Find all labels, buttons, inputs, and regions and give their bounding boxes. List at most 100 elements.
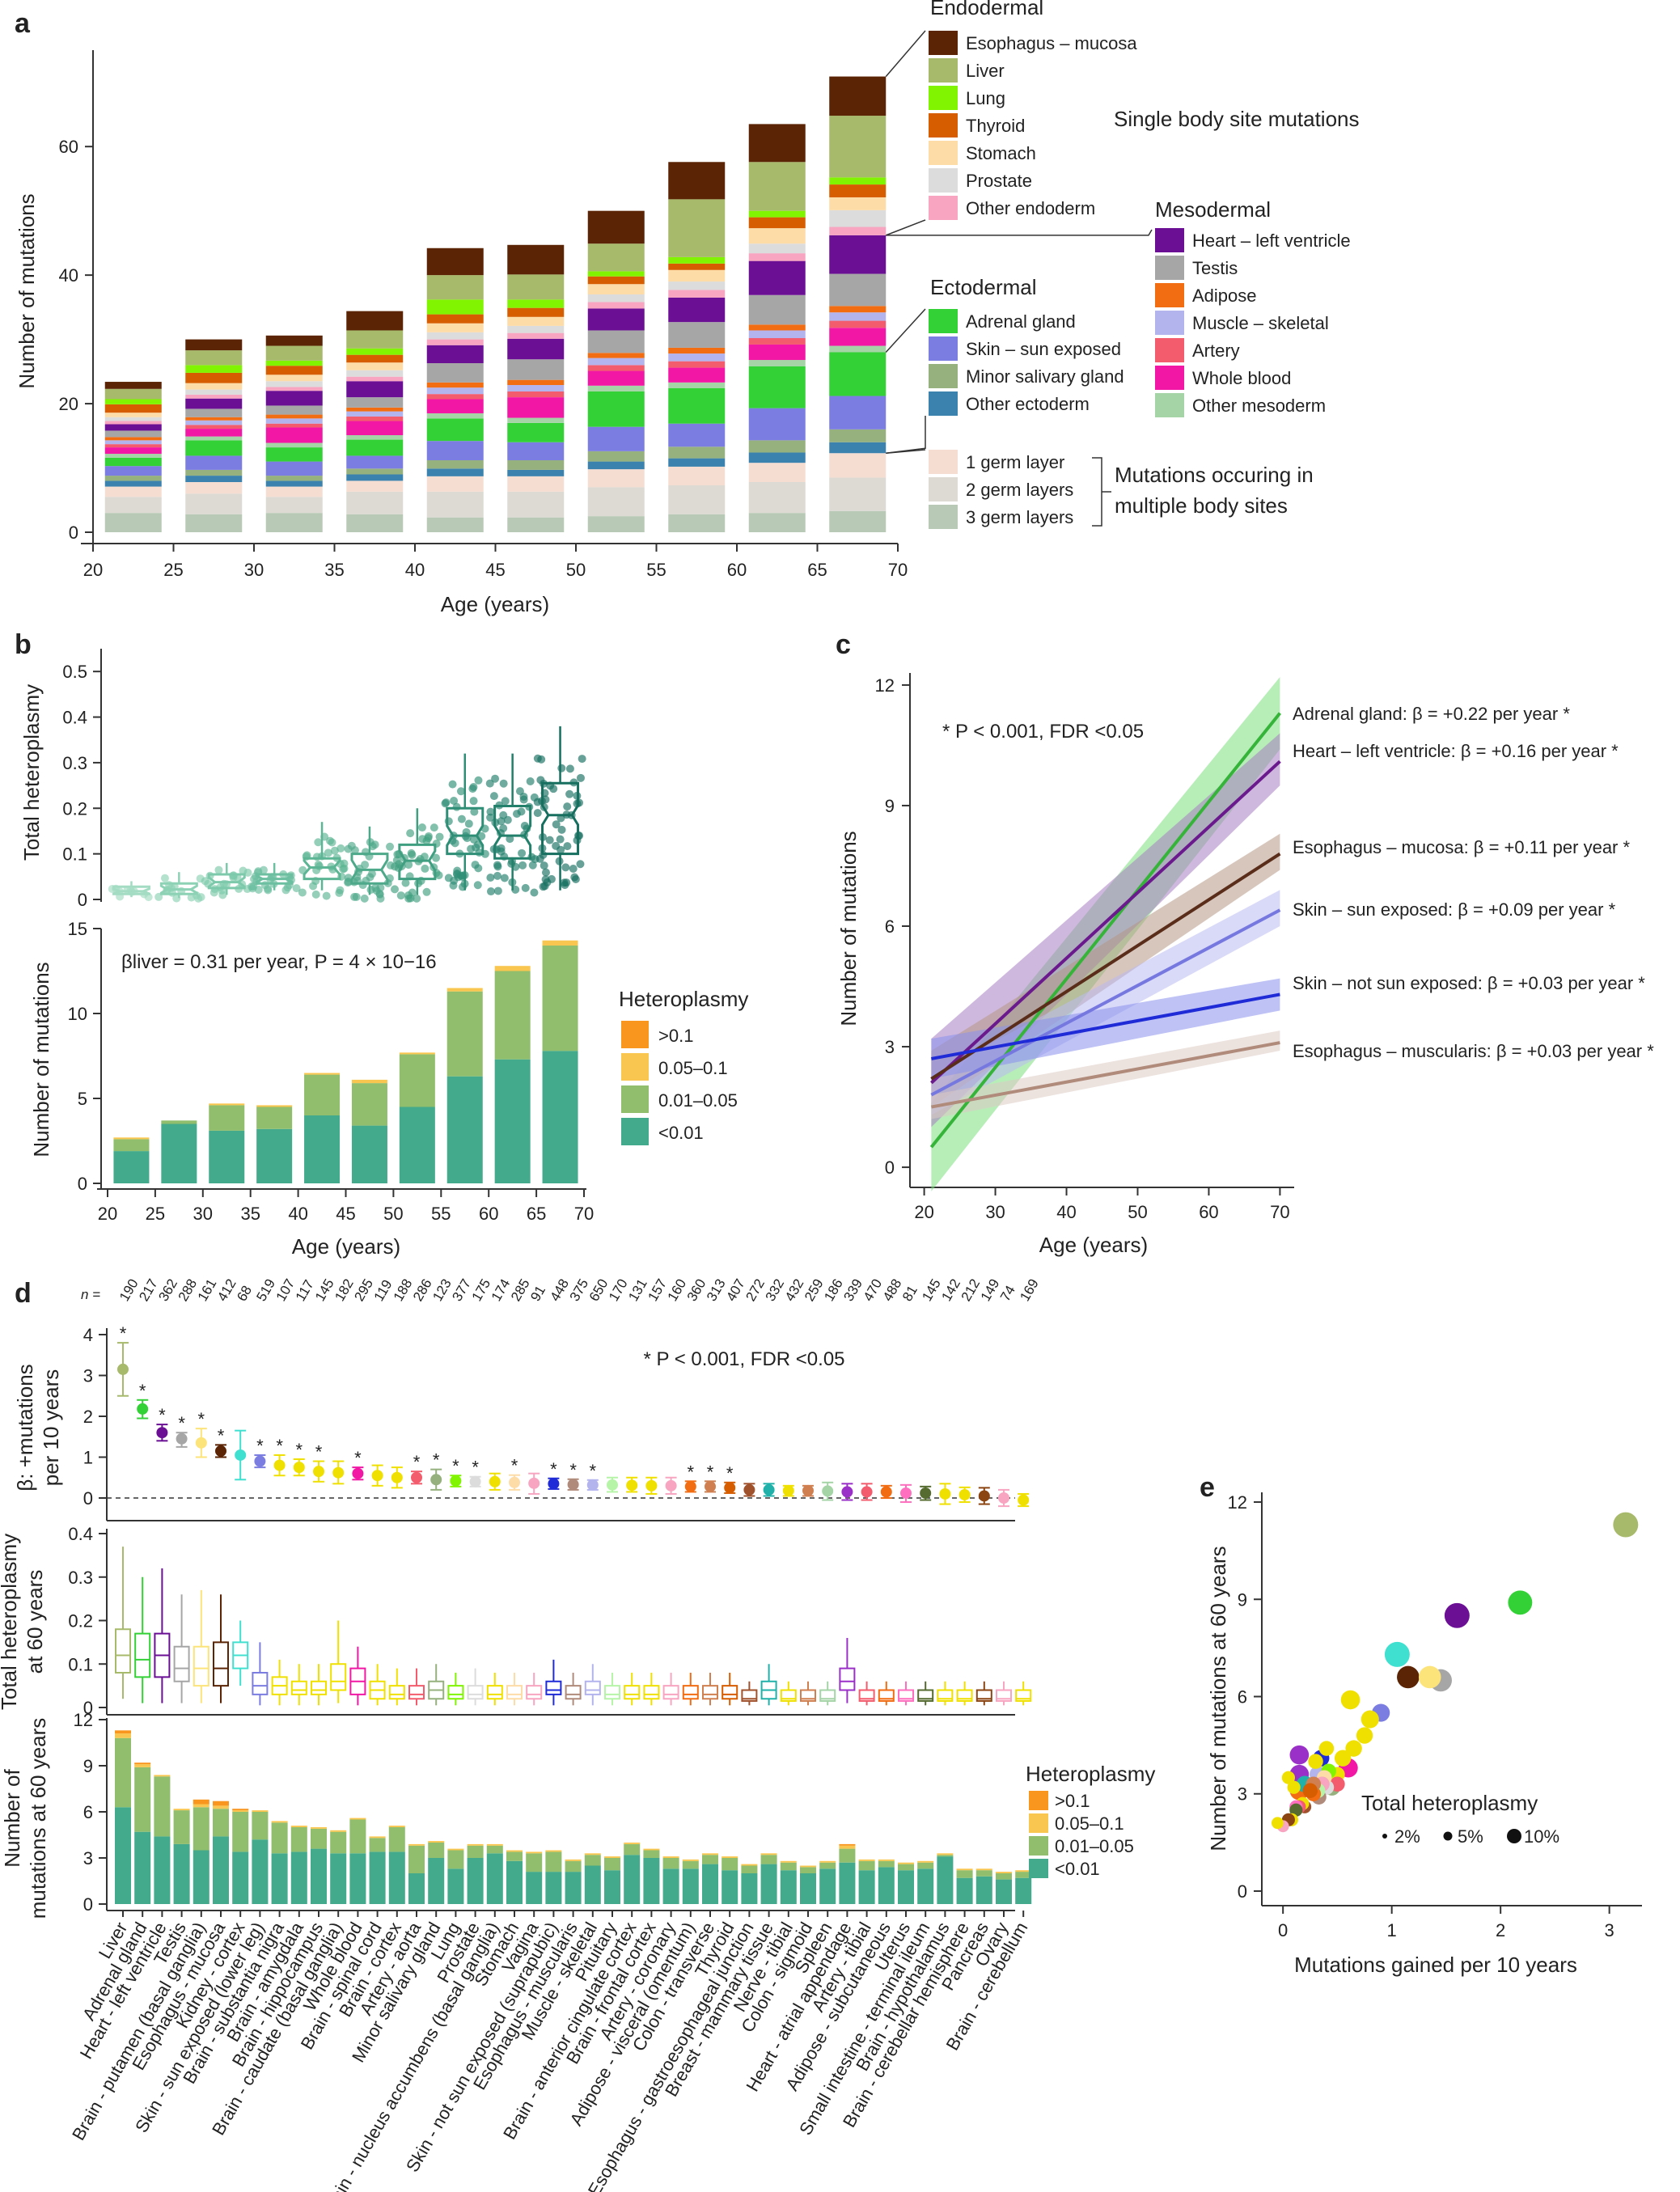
y-tick-label: 9 — [885, 796, 895, 816]
bar-segment-whole-blood — [587, 370, 645, 386]
beta-point — [215, 1445, 226, 1457]
jitter-point — [486, 887, 495, 896]
bar-segment-3-germ-layers — [829, 510, 887, 532]
bar-segment-whole-blood — [829, 328, 887, 346]
bar-segment-esophagus-mucosa — [185, 339, 243, 351]
panel-label-c: c — [836, 629, 851, 660]
bar-segment-other-endoderm — [829, 226, 887, 235]
bar-segment-muscle-skeletal — [346, 411, 404, 417]
scatter-point — [1384, 1641, 1410, 1667]
legend-label-0-1: >0.1 — [1055, 1791, 1090, 1811]
beta-point — [528, 1477, 540, 1489]
beta-point — [665, 1479, 677, 1492]
bar-segment-heart-left-ventricle — [185, 398, 243, 409]
mut-bar-segment-0-01-0-05 — [604, 1858, 620, 1871]
het-box — [290, 1680, 307, 1695]
bar-segment-testis — [185, 408, 243, 417]
jitter-point — [322, 891, 331, 900]
significance-star: * — [472, 1458, 479, 1478]
significance-star: * — [726, 1463, 734, 1483]
bar-segment-prostate — [104, 417, 162, 421]
jitter-point — [499, 823, 508, 832]
mut-bar-segment-lt-0-01 — [467, 1858, 484, 1904]
legend-swatch-esophagus-mucosa — [929, 31, 958, 55]
bar-segment-1-germ-layer — [748, 463, 806, 483]
mut-bar-segment-0-01-0-05 — [584, 1855, 601, 1866]
legend-swatch-2-germ-layers — [929, 477, 958, 501]
bar-segment-other-endoderm — [587, 302, 645, 309]
beta-y-tick-label: 0 — [83, 1488, 93, 1509]
beta-point — [548, 1478, 560, 1490]
bar-segment-thyroid — [668, 263, 726, 270]
bar-segment-whole-blood — [346, 421, 404, 436]
bar-segment-adrenal-gland — [587, 391, 645, 427]
jitter-point — [469, 782, 478, 791]
legend-swatch-other-endoderm — [929, 196, 958, 220]
bar-segment-muscle-skeletal — [426, 387, 484, 395]
y-tick-label: 6 — [885, 916, 895, 937]
het-box — [213, 1641, 229, 1687]
notched-box — [159, 882, 198, 895]
legend-label-lung: Lung — [966, 88, 1005, 108]
bar-segment-minor-salivary-gland — [507, 459, 565, 470]
jitter-point — [344, 874, 353, 882]
bar-segment-0-05-0-1 — [446, 988, 483, 992]
jitter-point — [420, 853, 429, 861]
jitter-point — [401, 878, 410, 887]
bar-segment-other-ectoderm — [104, 480, 162, 487]
het-y-tick-label: 0 — [83, 1698, 93, 1718]
mut-bar-segment-0-01-0-05 — [878, 1860, 895, 1868]
line-label-skin-sun-exposed: Skin – sun exposed: β = +0.09 per year * — [1293, 899, 1616, 920]
mut-bar-segment-0-01-0-05 — [115, 1737, 131, 1808]
scatter-point — [1289, 1745, 1310, 1765]
bar-segment-other-mesoderm — [829, 345, 887, 353]
y-tick-label: 0 — [885, 1157, 895, 1178]
significance-star: * — [198, 1409, 205, 1429]
bar-segment-skin-sun-exposed — [104, 466, 162, 476]
bar-segment-whole-blood — [507, 397, 565, 418]
bar-segment-skin-sun-exposed — [346, 455, 404, 469]
y-tick-label: 0 — [69, 523, 78, 543]
jitter-point — [557, 764, 566, 772]
het-box — [252, 1672, 269, 1695]
bar-segment-thyroid — [748, 217, 806, 229]
bar-segment-lung — [748, 210, 806, 218]
mut-bar-segment-lt-0-01 — [702, 1864, 718, 1904]
panel-b-liver-stacked-bar-chart: 0 5 10 15 20 25 30 35 40 45 50 55 60 65 70 Age (years) N… — [29, 919, 748, 1259]
legend-label-stomach: Stomach — [966, 143, 1036, 163]
mut-bar-segment-0-01-0-05 — [662, 1858, 679, 1869]
legend-swatch-0-05-0-1 — [621, 1053, 649, 1081]
bar-segment-3-germ-layers — [587, 516, 645, 532]
beta-point — [352, 1467, 364, 1479]
mut-bar-segment-0-01-0-05 — [330, 1831, 347, 1854]
bar-segment-thyroid — [829, 184, 887, 197]
bar-segment-1-germ-layer — [668, 466, 726, 485]
legend-label-thyroid: Thyroid — [966, 116, 1025, 136]
bar-segment-artery — [507, 391, 565, 398]
legend-label-0-05-0-1: 0.05–0.1 — [658, 1058, 728, 1078]
bar-segment-1-germ-layer — [185, 482, 243, 494]
jitter-point — [575, 832, 584, 840]
het-box — [388, 1685, 405, 1700]
jitter-point — [576, 860, 585, 869]
bar-segment-esophagus-mucosa — [748, 124, 806, 163]
connector-multi-top — [886, 449, 926, 455]
beta-point — [645, 1479, 658, 1492]
mut-bar-segment-0-01-0-05 — [447, 1850, 464, 1869]
bar-segment-stomach — [346, 362, 404, 370]
mut-bar-segment-lt-0-01 — [937, 1856, 954, 1904]
jitter-point — [448, 780, 457, 789]
mut-bar-segment-lt-0-01 — [193, 1850, 209, 1904]
het-box — [702, 1685, 718, 1700]
jitter-point — [486, 807, 495, 816]
legend-swatch-1-germ-layer — [929, 450, 958, 474]
size-legend-dot — [1507, 1829, 1521, 1843]
significance-star: * — [120, 1323, 127, 1344]
bar-segment-0-05-0-1 — [399, 1052, 435, 1055]
legend-swatch-stomach — [929, 141, 958, 165]
mut-bar-segment-lt-0-01 — [741, 1873, 758, 1904]
bar-segment-0-05-0-1 — [304, 1073, 341, 1075]
beta-y-tick-label: 1 — [83, 1448, 93, 1468]
bar-segment-heart-left-ventricle — [587, 308, 645, 331]
